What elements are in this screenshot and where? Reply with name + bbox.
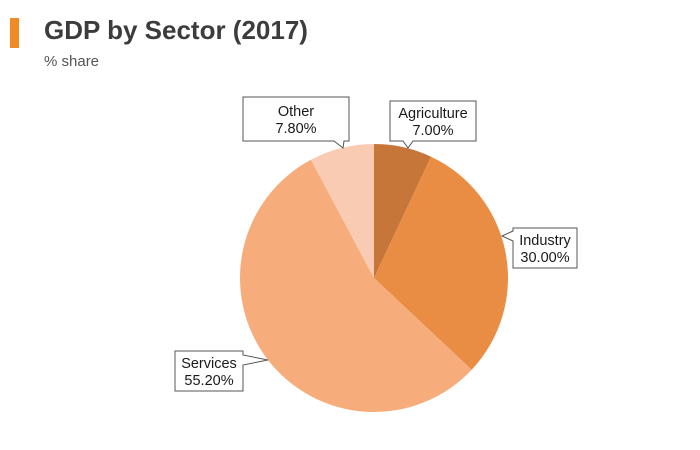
- slice-label: Agriculture: [398, 106, 467, 122]
- callout-box: [174, 350, 269, 392]
- slice-value-label: 55.20%: [184, 373, 233, 389]
- slice-value-label: 7.00%: [412, 123, 453, 139]
- pie-slice-services: [239, 159, 472, 413]
- slice-label: Other: [278, 104, 314, 120]
- slice-value-label: 30.00%: [520, 250, 569, 266]
- slice-value-label: 7.80%: [275, 121, 316, 137]
- callout-box: [389, 100, 477, 149]
- callout-box: [500, 227, 578, 269]
- callout-box: [242, 96, 350, 149]
- pie-slice-other: [310, 144, 374, 278]
- chart-title: GDP by Sector (2017): [44, 15, 308, 45]
- slice-label: Industry: [519, 233, 571, 249]
- title-accent-bar: [10, 18, 19, 48]
- pie-slice-industry: [374, 156, 508, 370]
- pie-slice-agriculture: [374, 144, 432, 278]
- slice-label: Services: [181, 356, 237, 372]
- chart-subtitle: % share: [44, 53, 100, 70]
